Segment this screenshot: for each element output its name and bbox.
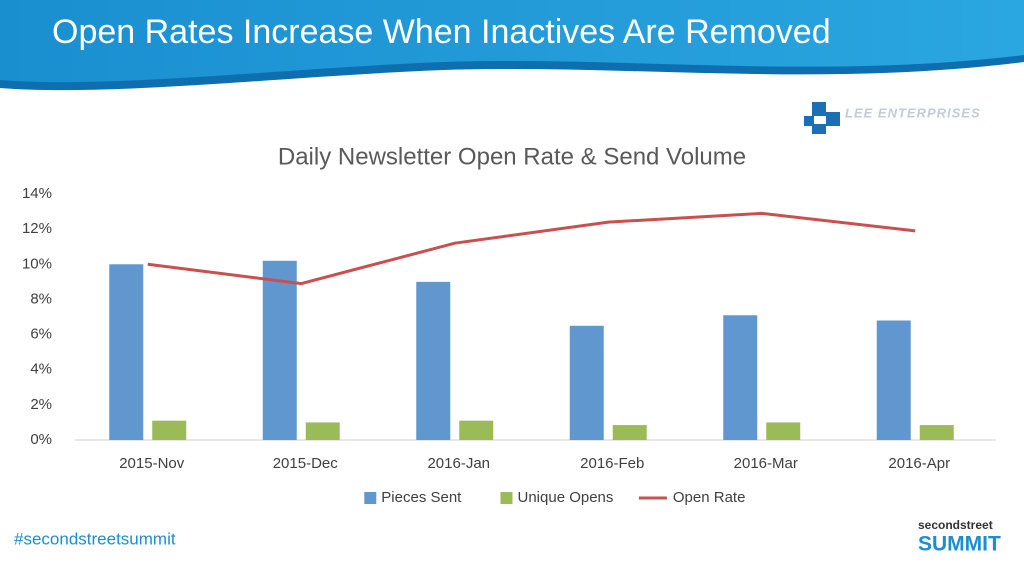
y-tick-label: 0%: [30, 431, 52, 448]
x-tick-label: 2016-Apr: [888, 455, 950, 472]
x-tick-label: 2016-Mar: [734, 455, 798, 472]
legend-label: Unique Opens: [518, 489, 614, 506]
x-tick-label: 2015-Dec: [273, 455, 339, 472]
logo-block: [812, 124, 826, 134]
lee-logo: LEE ENTERPRISES: [804, 102, 981, 134]
bar: [109, 264, 144, 440]
x-tick-label: 2016-Jan: [427, 455, 490, 472]
logo-block: [804, 116, 814, 126]
slide-title: Open Rates Increase When Inactives Are R…: [52, 13, 831, 51]
bar: [569, 325, 604, 440]
bar: [612, 425, 647, 440]
bar: [262, 260, 297, 440]
header-band: [0, 0, 1024, 83]
y-tick-label: 14%: [22, 185, 52, 202]
bar: [876, 320, 911, 440]
legend-label: Open Rate: [673, 489, 746, 506]
bar: [416, 281, 451, 440]
y-tick-label: 6%: [30, 326, 52, 343]
x-tick-label: 2016-Feb: [580, 455, 644, 472]
legend-swatch: [500, 492, 513, 504]
bar: [305, 422, 340, 440]
summit-logo-bottom: SUMMIT: [918, 533, 1001, 556]
y-tick-label: 10%: [22, 255, 52, 272]
bar: [152, 420, 187, 440]
chart-title: Daily Newsletter Open Rate & Send Volume: [278, 143, 746, 170]
y-tick-label: 12%: [22, 220, 52, 237]
logo-text: LEE ENTERPRISES: [845, 105, 981, 120]
bar: [723, 315, 758, 440]
bar: [766, 422, 801, 440]
bar: [919, 425, 954, 440]
legend-label: Pieces Sent: [381, 489, 462, 506]
bar: [459, 420, 494, 440]
logo-block: [812, 102, 826, 116]
summit-logo-top: secondstreet: [918, 518, 993, 532]
y-tick-label: 2%: [30, 396, 52, 413]
logo-block: [826, 112, 840, 126]
line: [147, 211, 916, 286]
plot: 0% 2% 4% 6% 8% 10% 12% 14% 2015-Nov 2015-Dec 2016-…: [22, 185, 954, 506]
y-tick-label: 4%: [30, 361, 52, 378]
legend-swatch: [364, 492, 377, 504]
hashtag: #secondstreetsummit: [14, 529, 176, 548]
y-tick-label: 8%: [30, 290, 52, 307]
x-tick-label: 2015-Nov: [119, 455, 185, 472]
